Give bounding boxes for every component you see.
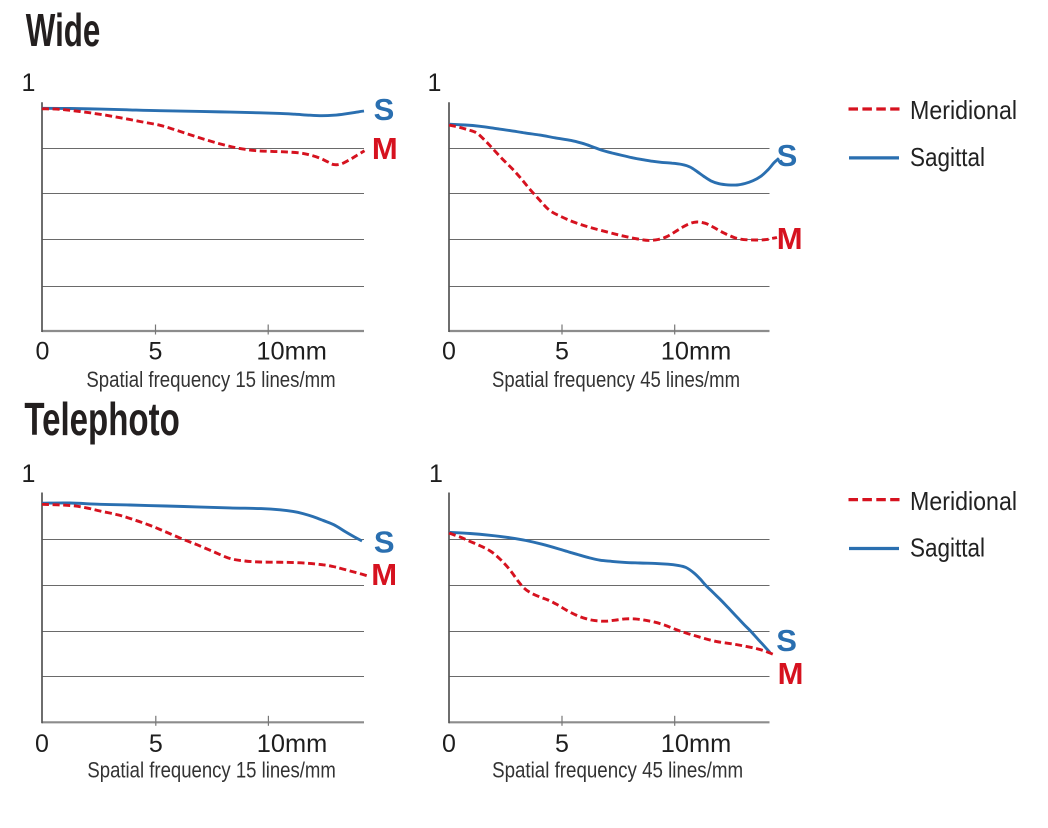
svg-text:M: M bbox=[371, 557, 397, 592]
svg-text:S: S bbox=[374, 525, 395, 560]
svg-text:Sagittal: Sagittal bbox=[910, 142, 985, 172]
svg-text:5: 5 bbox=[149, 730, 163, 758]
svg-text:M: M bbox=[777, 221, 803, 256]
svg-text:1: 1 bbox=[22, 69, 36, 97]
svg-text:S: S bbox=[777, 138, 798, 173]
svg-text:S: S bbox=[776, 623, 797, 658]
svg-text:1: 1 bbox=[22, 460, 36, 488]
svg-text:Spatial frequency 45 lines/mm: Spatial frequency 45 lines/mm bbox=[492, 758, 743, 783]
svg-text:1: 1 bbox=[429, 460, 443, 488]
svg-text:Spatial frequency 45 lines/mm: Spatial frequency 45 lines/mm bbox=[492, 367, 740, 392]
svg-text:Meridional: Meridional bbox=[910, 486, 1017, 516]
svg-text:0: 0 bbox=[442, 730, 456, 758]
svg-text:Spatial frequency 15 lines/mm: Spatial frequency 15 lines/mm bbox=[86, 367, 335, 392]
svg-text:5: 5 bbox=[555, 338, 569, 366]
svg-text:10mm: 10mm bbox=[661, 338, 732, 366]
svg-text:5: 5 bbox=[555, 730, 569, 758]
svg-text:S: S bbox=[374, 92, 395, 127]
svg-text:Wide: Wide bbox=[26, 4, 101, 56]
svg-text:M: M bbox=[778, 656, 804, 691]
svg-text:0: 0 bbox=[36, 338, 50, 366]
svg-text:Meridional: Meridional bbox=[910, 95, 1017, 125]
svg-text:0: 0 bbox=[442, 338, 456, 366]
svg-text:10mm: 10mm bbox=[256, 338, 327, 366]
svg-text:Sagittal: Sagittal bbox=[910, 533, 985, 563]
svg-text:10mm: 10mm bbox=[661, 730, 732, 758]
svg-text:Spatial frequency 15 lines/mm: Spatial frequency 15 lines/mm bbox=[87, 758, 335, 783]
svg-text:Telephoto: Telephoto bbox=[24, 393, 179, 445]
svg-text:1: 1 bbox=[428, 69, 442, 97]
svg-text:5: 5 bbox=[149, 338, 163, 366]
svg-text:M: M bbox=[372, 131, 398, 166]
svg-text:0: 0 bbox=[35, 730, 49, 758]
svg-text:10mm: 10mm bbox=[257, 730, 328, 758]
